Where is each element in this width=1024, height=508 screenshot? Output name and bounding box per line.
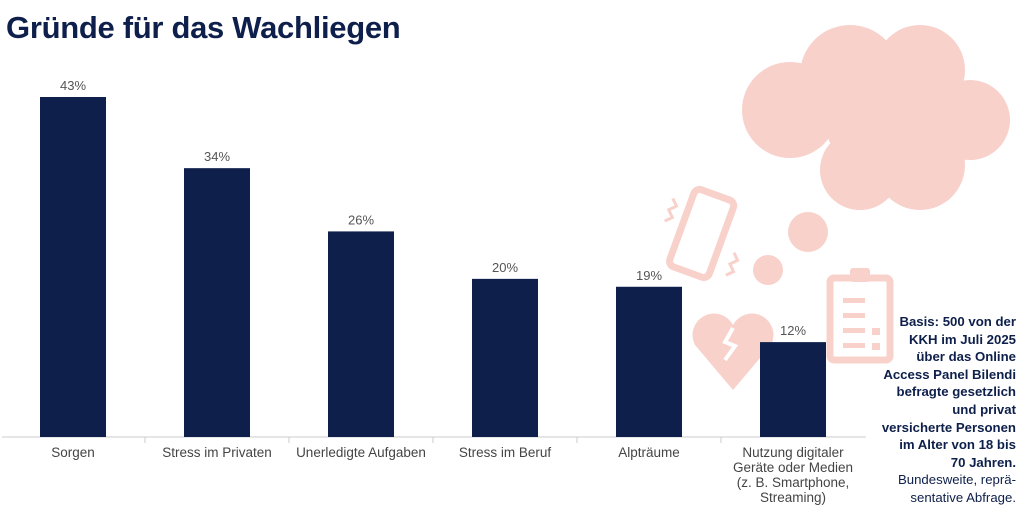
category-label-line: Streaming): [760, 490, 826, 505]
note-line-bold: im Alter von 18 bis: [899, 437, 1016, 453]
category-label: Stress im Privaten: [162, 445, 272, 460]
category-label-line: (z. B. Smartphone,: [737, 475, 850, 490]
note-line-bold: KKH im Juli 2025: [908, 331, 1016, 347]
note-line: Bundesweite, reprä-: [897, 472, 1016, 488]
category-label-line: Alpträume: [618, 445, 680, 460]
bar: [616, 286, 682, 437]
chart-title: Gründe für das Wachliegen: [6, 10, 401, 45]
bar: [184, 168, 250, 438]
category-label-line: Stress im Beruf: [459, 445, 552, 460]
category-label-line: Stress im Privaten: [162, 445, 272, 460]
note-line: sentative Abfrage.: [910, 489, 1016, 505]
category-label-line: Geräte oder Medien: [733, 460, 853, 475]
bar: [472, 278, 538, 437]
bar: [760, 342, 826, 437]
decorative-illustrations: [663, 25, 1010, 390]
category-label: Stress im Beruf: [459, 445, 552, 460]
broken-heart-icon: [692, 313, 774, 390]
category-label-line: Unerledigte Aufgaben: [296, 445, 426, 460]
data-label: 19%: [636, 268, 662, 283]
note-line-bold: versicherte Personen: [881, 419, 1016, 435]
note-line-bold: Access Panel Bilendi: [883, 366, 1016, 382]
category-label: Nutzung digitaler Geräte oder Medien (z. B…: [733, 445, 853, 505]
category-label-line: Sorgen: [51, 445, 95, 460]
note-line-bold: Basis: 500 von der: [899, 314, 1016, 329]
category-label-line: Nutzung digitaler: [742, 445, 844, 460]
category-label: Alpträume: [618, 445, 680, 460]
data-label: 20%: [492, 260, 518, 275]
category-label: Unerledigte Aufgaben: [296, 445, 426, 460]
note-line-bold: über das Online: [916, 349, 1016, 365]
bar: [328, 231, 394, 437]
data-label: 12%: [780, 323, 806, 338]
bar: [40, 97, 106, 437]
data-label: 26%: [348, 212, 374, 227]
note-line-bold: 70 Jahren.: [950, 454, 1016, 470]
clipboard-icon: [826, 268, 894, 364]
vibrating-phone-icon: [663, 185, 740, 281]
note-line-bold: und privat: [952, 401, 1016, 417]
note-line-bold: befragte gesetzlich: [896, 384, 1016, 400]
data-label: 43%: [60, 78, 86, 93]
methodology-note: Basis: 500 von der KKH im Juli 2025 über d…: [856, 313, 1016, 507]
category-label: Sorgen: [51, 445, 95, 460]
thought-cloud-icon: [742, 25, 1010, 285]
data-label: 34%: [204, 149, 230, 164]
